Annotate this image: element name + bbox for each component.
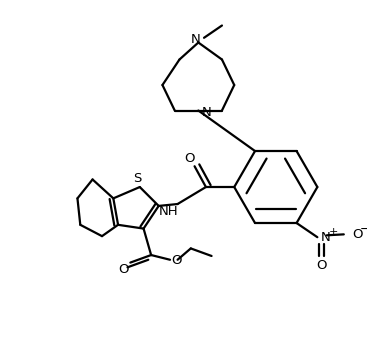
Text: N: N xyxy=(190,33,200,46)
Text: O: O xyxy=(171,254,182,267)
Text: +: + xyxy=(329,227,338,237)
Text: S: S xyxy=(133,172,141,185)
Text: O: O xyxy=(316,259,326,272)
Text: NH: NH xyxy=(158,205,178,218)
Text: N: N xyxy=(202,106,212,119)
Text: O: O xyxy=(185,152,195,165)
Text: N: N xyxy=(321,231,331,244)
Text: −: − xyxy=(360,223,367,236)
Text: O: O xyxy=(119,263,129,276)
Text: O: O xyxy=(352,228,363,241)
